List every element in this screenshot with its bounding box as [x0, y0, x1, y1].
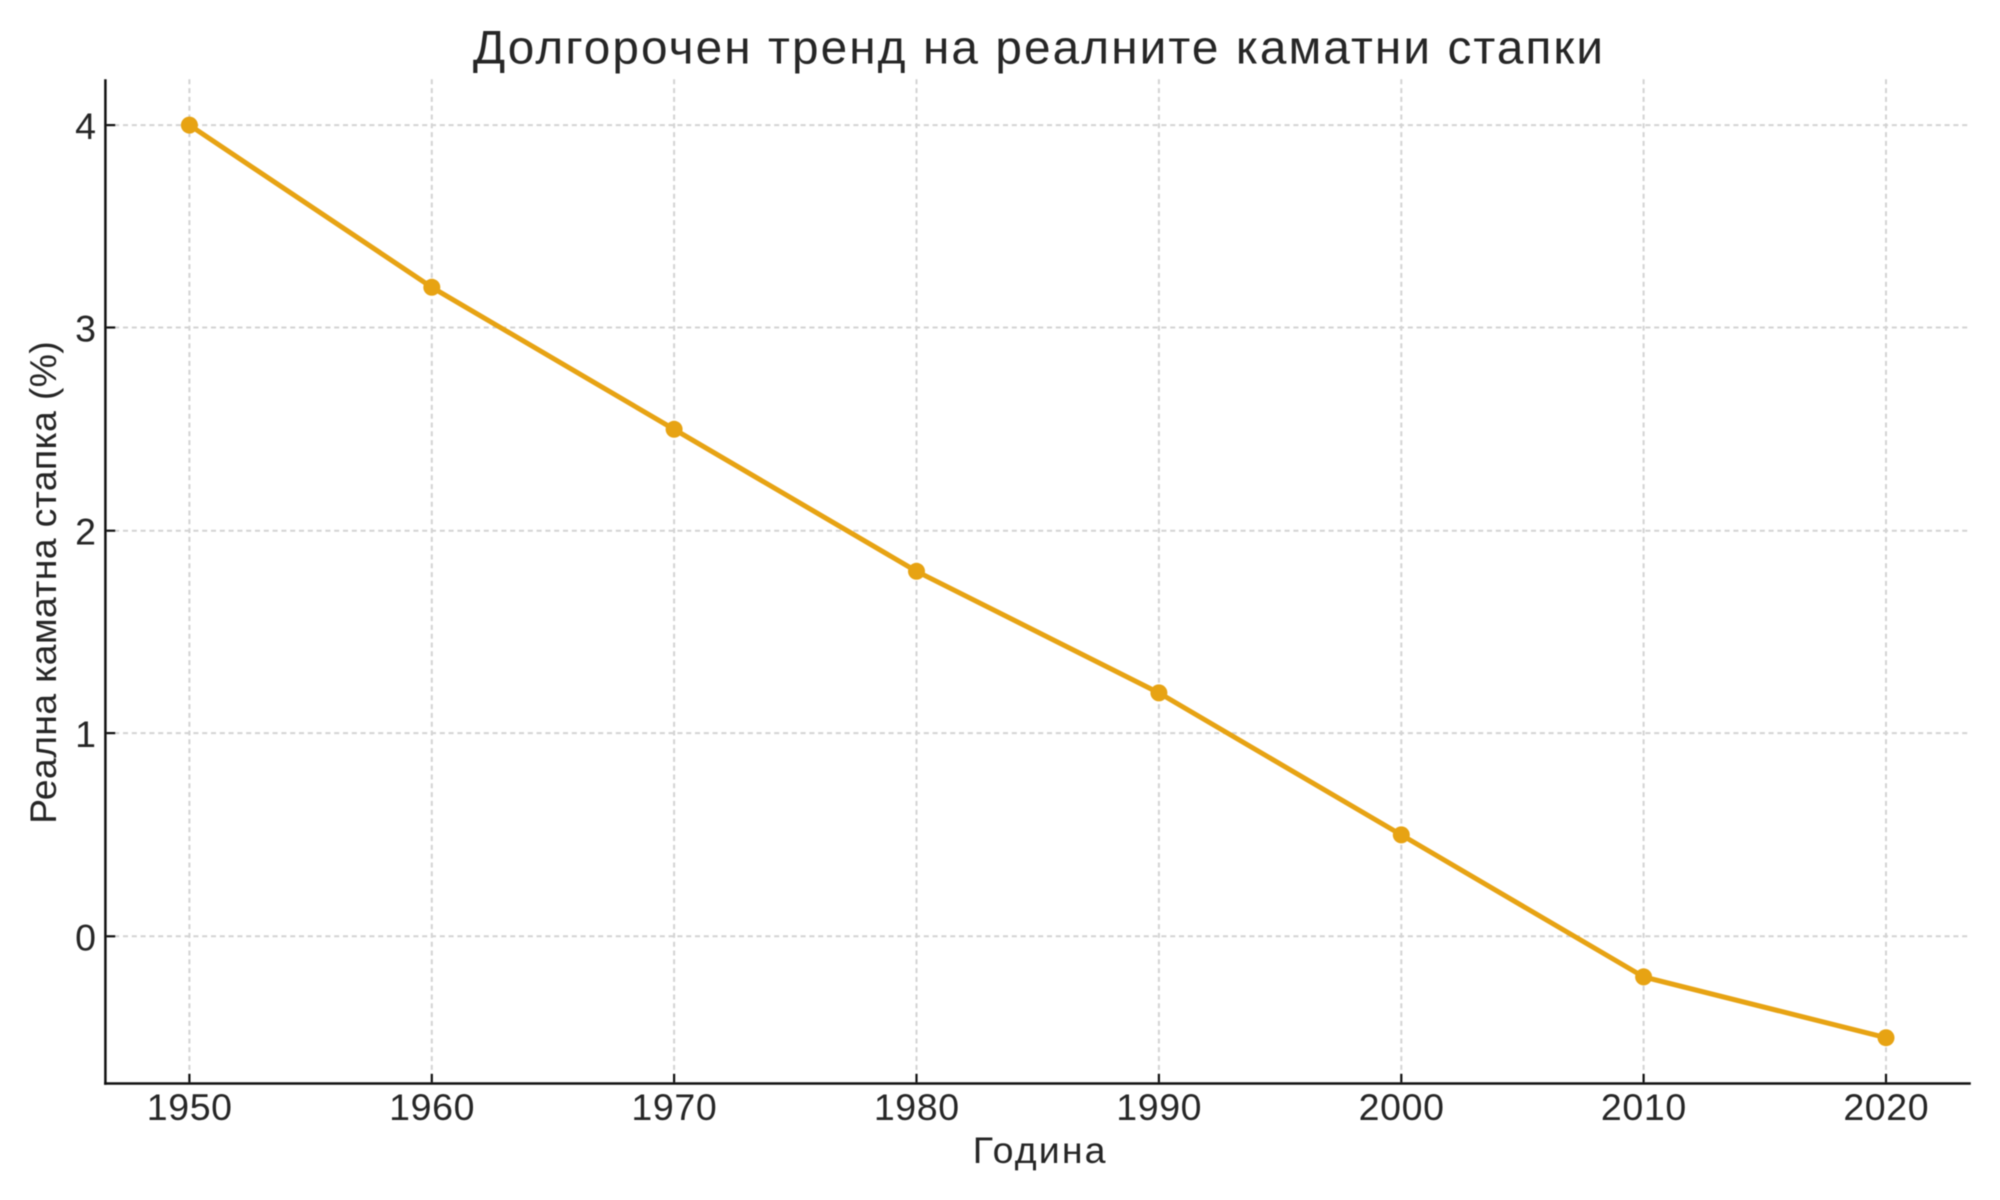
- svg-text:2: 2: [75, 511, 96, 553]
- svg-text:Година: Година: [973, 1129, 1108, 1171]
- svg-text:1960: 1960: [389, 1086, 475, 1128]
- svg-text:2000: 2000: [1359, 1086, 1445, 1128]
- svg-text:1950: 1950: [147, 1086, 233, 1128]
- svg-text:0: 0: [75, 916, 96, 958]
- svg-text:Реална каматна стапка (%): Реална каматна стапка (%): [22, 341, 64, 824]
- svg-text:3: 3: [75, 308, 96, 350]
- svg-text:2020: 2020: [1843, 1086, 1929, 1128]
- svg-text:1: 1: [75, 713, 96, 755]
- svg-text:1990: 1990: [1116, 1086, 1202, 1128]
- svg-text:4: 4: [75, 105, 96, 147]
- svg-text:2010: 2010: [1601, 1086, 1687, 1128]
- svg-text:1970: 1970: [631, 1086, 717, 1128]
- svg-text:Долгорочен тренд на реалните к: Долгорочен тренд на реалните каматни ста…: [473, 22, 1605, 75]
- svg-text:1980: 1980: [874, 1086, 960, 1128]
